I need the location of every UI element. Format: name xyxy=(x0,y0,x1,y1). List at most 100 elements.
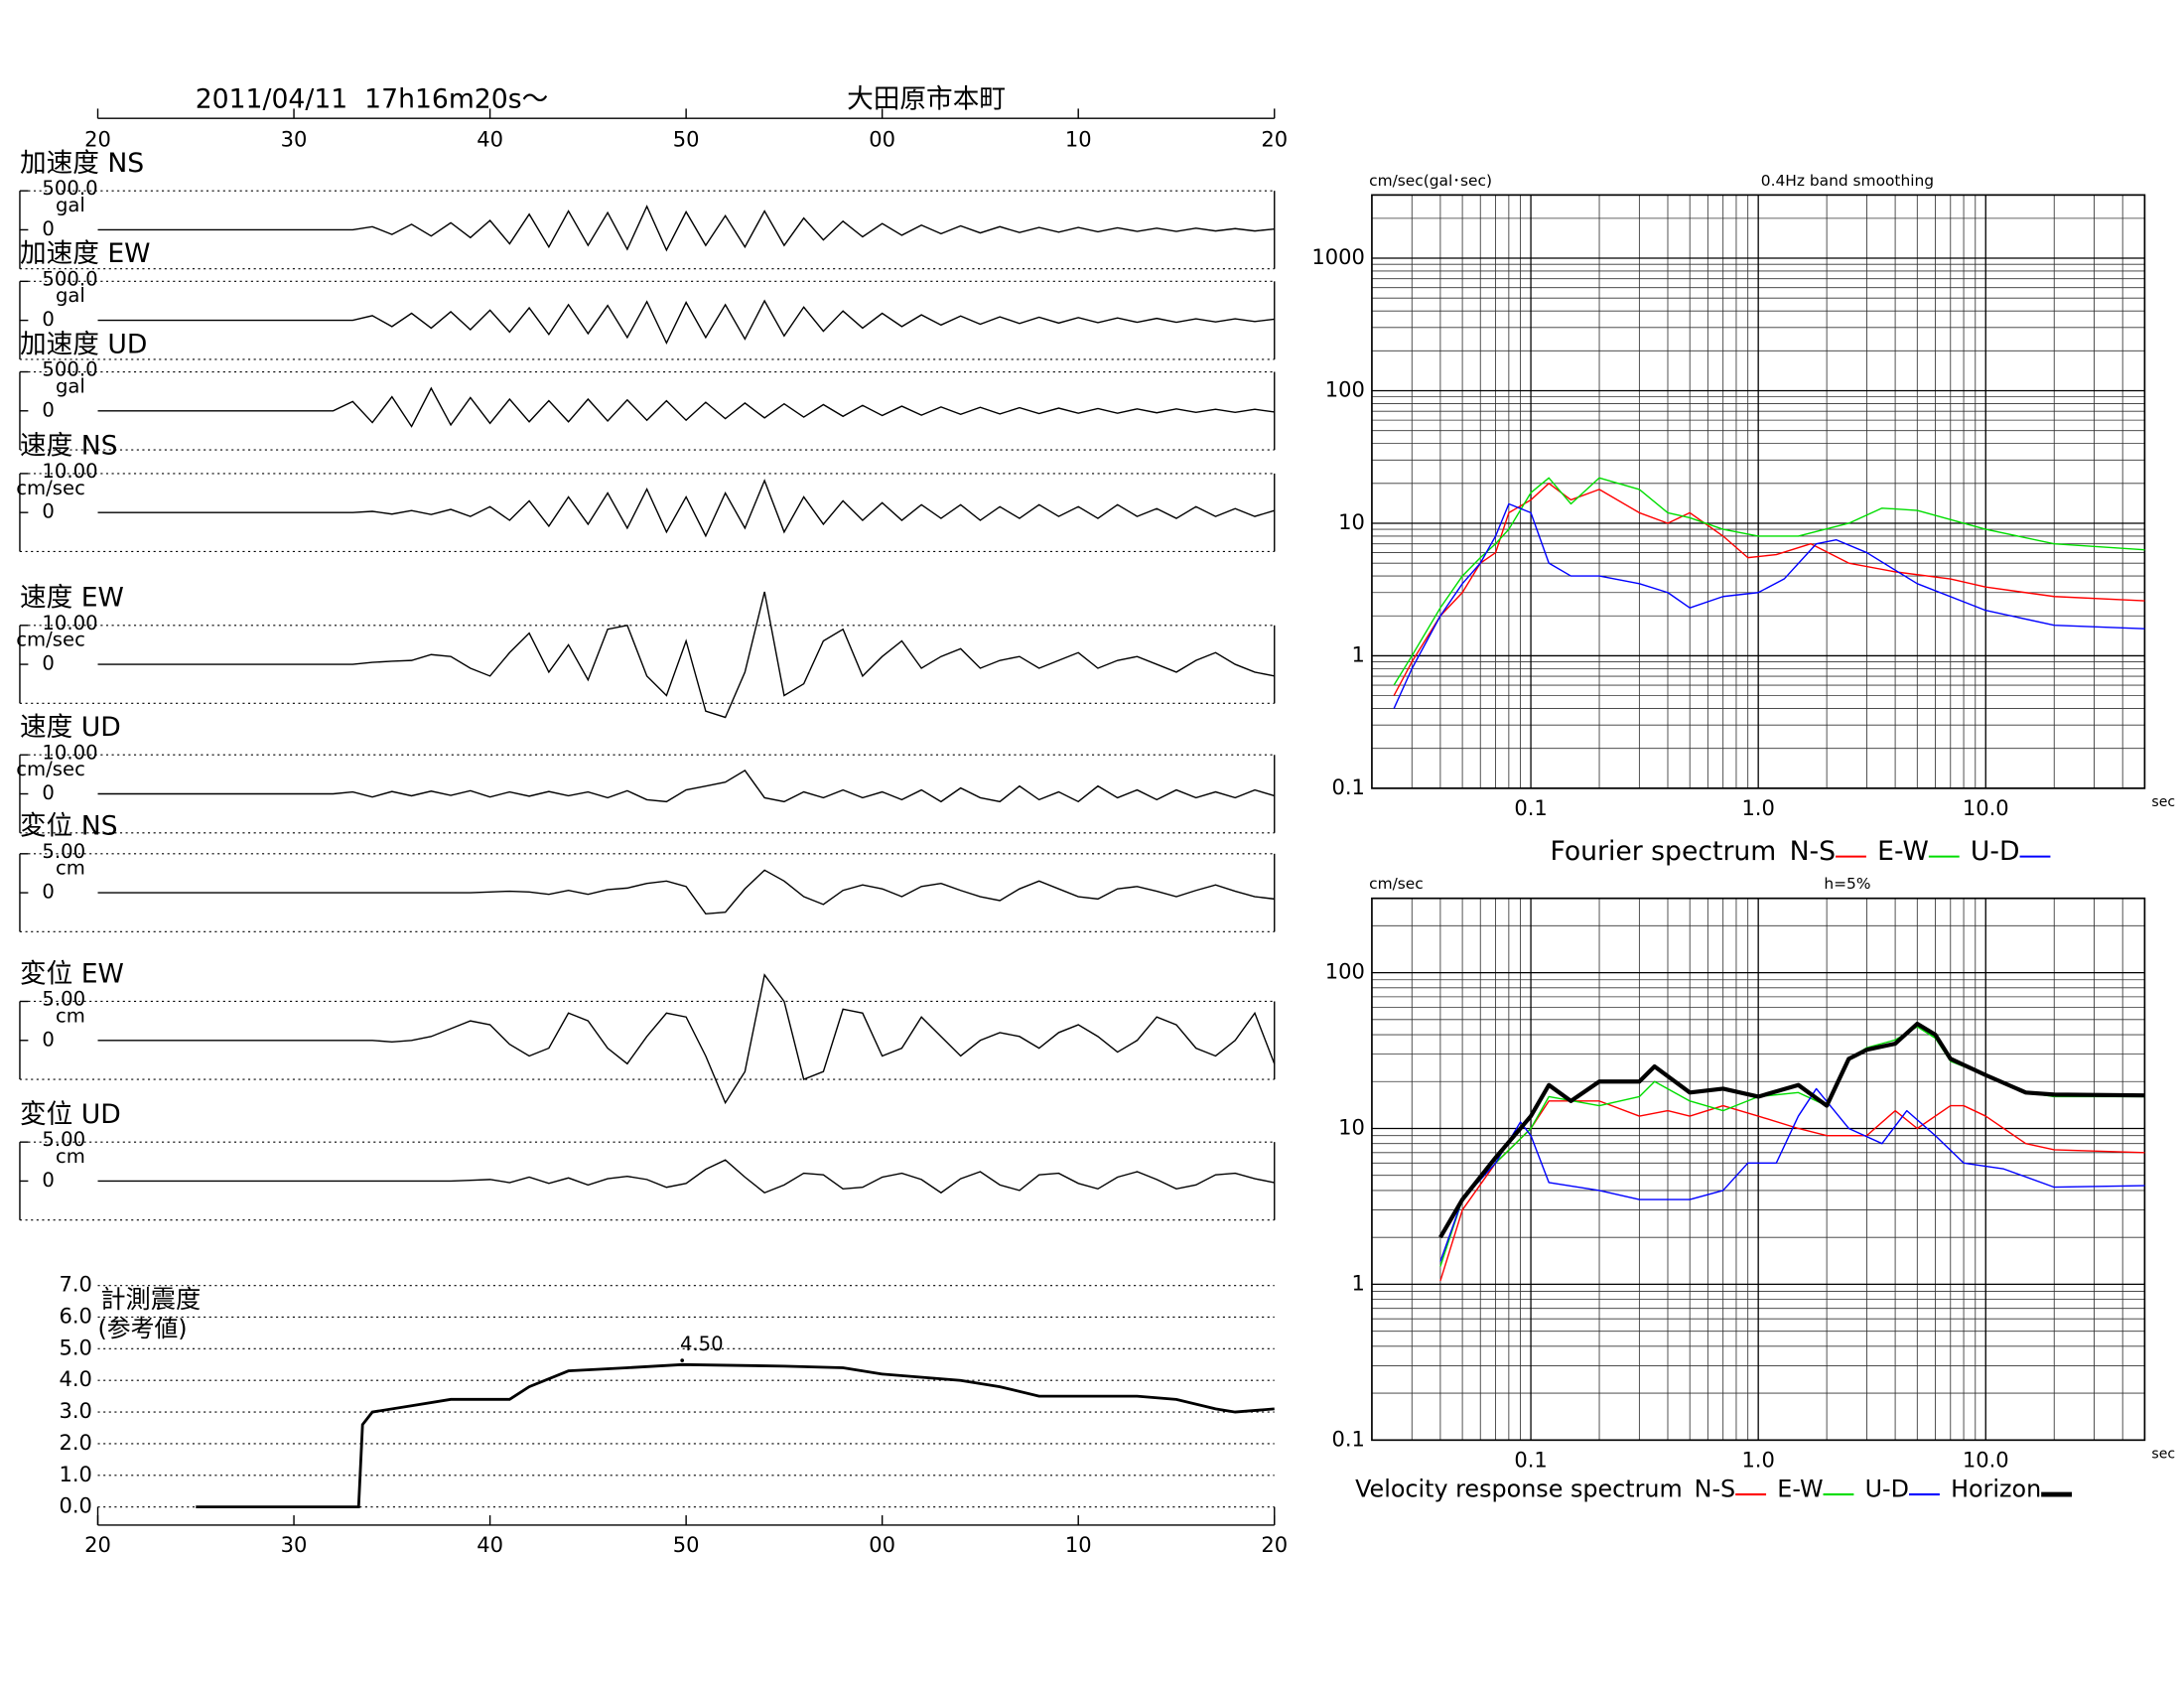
legend-title: Fourier spectrum xyxy=(1550,836,1776,867)
x-tick-label: 20 xyxy=(84,1532,111,1557)
y-tick-label: 0.1 xyxy=(1331,774,1364,799)
panel-unit: gal xyxy=(56,374,85,397)
y-tick-label: 5.0 xyxy=(59,1335,91,1359)
x-tick-label: 50 xyxy=(673,127,700,152)
y-tick-label: 2.0 xyxy=(59,1430,91,1455)
x-tick-label: 40 xyxy=(477,127,503,152)
chart-subtitle: 大田原市本町 xyxy=(847,83,1006,114)
x-axis-label: sec xyxy=(2151,794,2175,810)
x-tick-label: 1.0 xyxy=(1741,795,1774,820)
y-tick-label: 500.0 xyxy=(42,358,97,381)
spectrum-line xyxy=(1393,502,2145,709)
panel-unit: cm xyxy=(56,1004,85,1027)
waveform xyxy=(97,770,1275,803)
panel-label: 速度 NS xyxy=(20,431,118,462)
x-tick-label: 10 xyxy=(1065,1532,1092,1557)
y-tick-label: 0 xyxy=(42,398,55,421)
chart-subtitle: (参考値) xyxy=(98,1315,188,1342)
waveform xyxy=(97,299,1275,346)
x-axis-label: sec xyxy=(2151,1446,2175,1462)
panel-unit: gal xyxy=(56,284,85,307)
x-tick-label: 1.0 xyxy=(1741,1447,1774,1472)
chart-title: 計測震度 xyxy=(100,1285,201,1314)
panel-label: 速度 EW xyxy=(20,583,124,614)
y-tick-label: 500.0 xyxy=(42,267,97,290)
x-tick-label: 20 xyxy=(84,127,111,152)
x-tick-label: 0.1 xyxy=(1514,1447,1547,1472)
panel-unit: gal xyxy=(56,194,85,216)
y-tick-label: 100 xyxy=(1325,377,1365,402)
waveform xyxy=(97,869,1275,915)
panel-unit: cm/sec xyxy=(16,629,85,651)
y-tick-label: 0 xyxy=(42,1028,55,1051)
spectrum-line xyxy=(1438,1021,2145,1239)
y-tick-label: 10.00 xyxy=(42,612,97,634)
panel-unit: cm xyxy=(56,857,85,880)
legend-label: U-D xyxy=(1971,836,2020,867)
y-tick-label: 100 xyxy=(1325,959,1365,984)
waveform xyxy=(97,591,1275,719)
panel-unit: cm/sec xyxy=(16,758,85,780)
y-tick-label: 1 xyxy=(1352,1270,1365,1295)
waveform xyxy=(97,1159,1275,1195)
y-tick-label: 1.0 xyxy=(59,1462,91,1486)
panel-unit: cm xyxy=(56,1145,85,1168)
legend-label: U-D xyxy=(1865,1475,1909,1502)
y-tick-label: 7.0 xyxy=(59,1272,91,1297)
spectrum-line xyxy=(1393,477,2145,686)
x-tick-label: 0.1 xyxy=(1514,795,1547,820)
x-tick-label: 10.0 xyxy=(1963,795,2009,820)
chart-title: 2011/04/11 17h16m20s〜 xyxy=(196,83,549,114)
legend-title: Velocity response spectrum xyxy=(1355,1475,1683,1502)
y-tick-label: 10 xyxy=(1338,509,1365,534)
legend-label: E-W xyxy=(1777,1475,1823,1502)
y-tick-label: 6.0 xyxy=(59,1303,91,1328)
spectrum-line xyxy=(1393,483,2145,696)
x-tick-label: 40 xyxy=(477,1532,503,1557)
x-tick-label: 30 xyxy=(281,127,308,152)
plot-frame xyxy=(1371,194,2146,789)
legend-label: E-W xyxy=(1877,836,1929,867)
annotation-point xyxy=(680,1358,685,1362)
y-tick-label: 1 xyxy=(1352,641,1365,666)
y-tick-label: 5.00 xyxy=(42,988,85,1011)
panel-label: 加速度 NS xyxy=(20,148,144,179)
annotation: 4.50 xyxy=(680,1333,724,1355)
y-tick-label: 4.0 xyxy=(59,1366,91,1391)
y-tick-label: 3.0 xyxy=(59,1398,91,1423)
panel-label: 変位 EW xyxy=(20,958,124,989)
x-tick-label: 20 xyxy=(1261,1532,1288,1557)
x-tick-label: 10.0 xyxy=(1963,1447,2009,1472)
y-tick-label: 0 xyxy=(42,781,55,804)
x-tick-label: 00 xyxy=(869,127,895,152)
panel-label: 速度 UD xyxy=(20,712,121,743)
y-tick-label: 0 xyxy=(42,1169,55,1192)
x-tick-label: 10 xyxy=(1065,127,1092,152)
spectrum-line xyxy=(1439,1087,2145,1262)
panel-label: 変位 UD xyxy=(20,1099,121,1130)
y-tick-label: 0 xyxy=(42,217,55,240)
y-tick-label: 10 xyxy=(1338,1114,1365,1139)
plot-frame xyxy=(1371,897,2146,1442)
legend-label: N-S xyxy=(1695,1475,1736,1502)
y-axis-label: cm/sec(gal･sec) xyxy=(1369,172,1492,190)
legend-label: N-S xyxy=(1790,836,1836,867)
x-tick-label: 20 xyxy=(1261,127,1288,152)
y-tick-label: 5.00 xyxy=(42,1128,85,1151)
waveform xyxy=(97,386,1275,428)
y-tick-label: 10.00 xyxy=(42,741,97,764)
y-tick-label: 5.00 xyxy=(42,840,85,863)
y-axis-label: cm/sec xyxy=(1369,875,1424,893)
y-tick-label: 0.0 xyxy=(59,1493,91,1518)
waveform xyxy=(97,479,1275,538)
x-tick-label: 00 xyxy=(869,1532,895,1557)
annotation: 0.4Hz band smoothing xyxy=(1761,172,1934,190)
y-tick-label: 0 xyxy=(42,881,55,904)
intensity-line xyxy=(196,1362,1275,1509)
waveform xyxy=(97,973,1276,1105)
panel-label: 加速度 EW xyxy=(20,238,151,269)
annotation: h=5% xyxy=(1824,875,1870,893)
y-tick-label: 10.00 xyxy=(42,460,97,483)
y-tick-label: 0 xyxy=(42,652,55,675)
